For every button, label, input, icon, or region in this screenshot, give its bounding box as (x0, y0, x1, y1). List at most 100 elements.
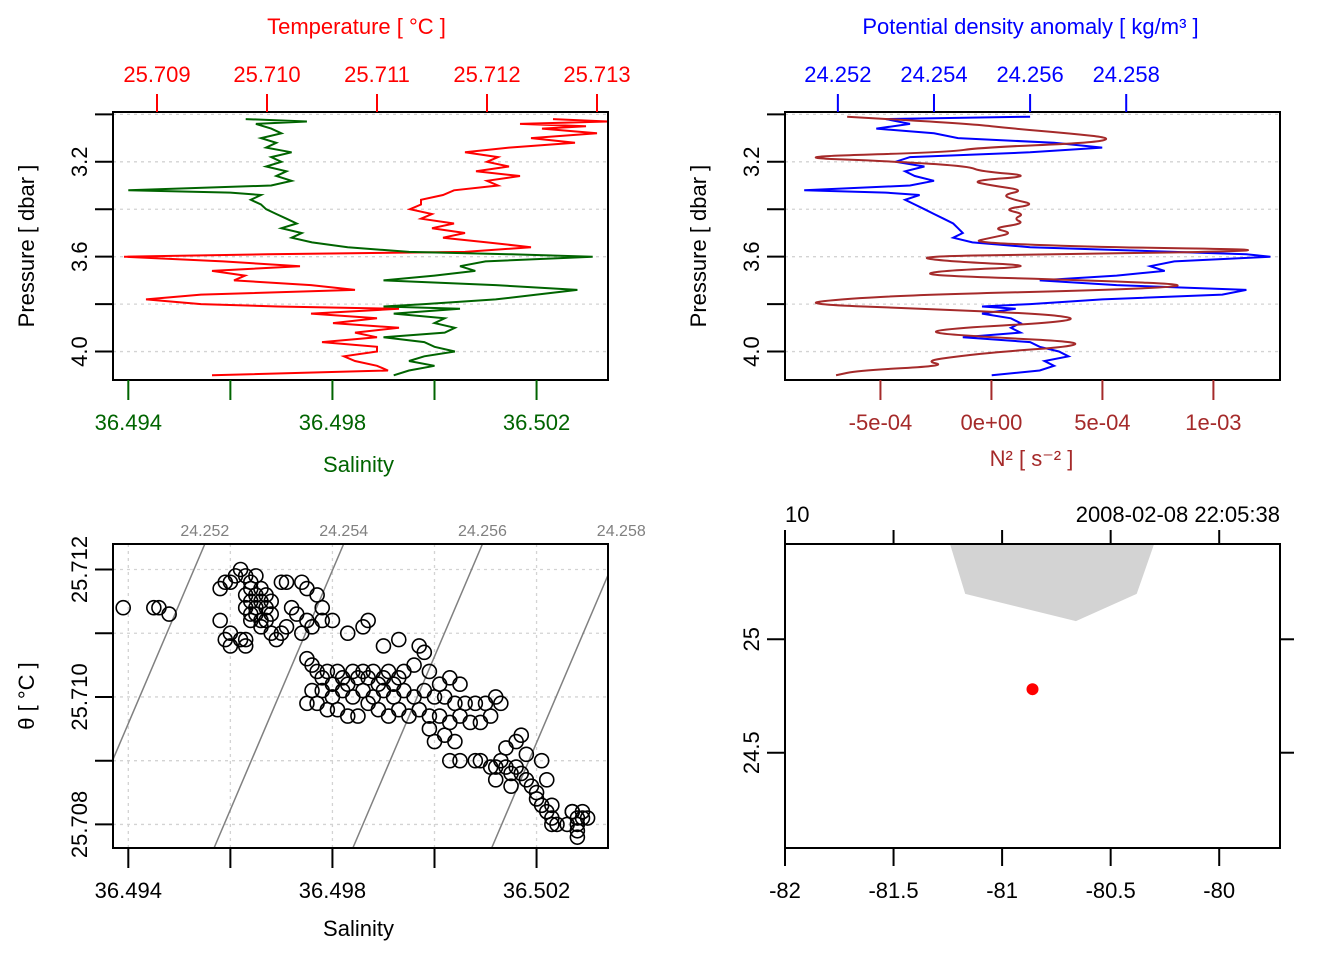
data-point (309, 695, 325, 712)
x-tick-label: 1e-03 (1185, 410, 1241, 435)
data-point (222, 638, 239, 654)
x-tick-label: 36.498 (299, 878, 366, 903)
x-tick-label: -5e-04 (849, 410, 913, 435)
data-point (329, 701, 346, 718)
data-point (436, 727, 453, 743)
data-point (421, 721, 438, 737)
data-point (467, 695, 484, 712)
data-point (390, 701, 407, 718)
x-top-tick-label: 25.709 (123, 62, 190, 87)
x-top-tick-label: 25.713 (563, 62, 630, 87)
data-point (462, 714, 479, 731)
data-point (237, 638, 254, 654)
n2-line (814, 115, 1249, 377)
x-top-tick-label: 24.252 (804, 62, 871, 87)
data-point (314, 682, 331, 699)
y-tick-label: 3.6 (67, 241, 92, 272)
x-tick-label: 36.498 (299, 410, 366, 435)
x-tick-label: 5e-04 (1074, 410, 1130, 435)
y-axis-title: θ [ °C ] (14, 662, 39, 729)
data-point (268, 631, 285, 648)
y-tick-label: 24.5 (739, 731, 764, 774)
isopycnal-line (352, 544, 484, 848)
x-tick-label: -80 (1203, 878, 1235, 903)
isopycnal-label: 24.254 (319, 523, 368, 540)
station-marker (1026, 683, 1039, 696)
data-point (549, 816, 565, 833)
data-point (452, 752, 468, 769)
data-point (421, 708, 438, 724)
x-axis-title: Salinity (323, 916, 394, 941)
data-point (406, 657, 422, 673)
isopycnal-label: 24.252 (180, 523, 229, 540)
x-axis-title: N² [ s⁻² ] (990, 446, 1074, 471)
data-point (574, 810, 591, 826)
data-point (533, 752, 550, 769)
density-line (804, 115, 1271, 377)
plot-frame (784, 111, 1281, 381)
data-point (396, 682, 412, 699)
data-point (339, 625, 356, 642)
x-tick-label: 36.494 (95, 878, 162, 903)
x-top-tick-label: 25.712 (453, 62, 520, 87)
x-top-tick-label: 25.710 (233, 62, 300, 87)
x-tick-label: -82 (769, 878, 801, 903)
data-point (115, 599, 132, 616)
data-point (161, 606, 177, 622)
data-point (442, 670, 458, 686)
data-point (452, 708, 468, 724)
top-axis-title: Temperature [ °C ] (267, 14, 446, 39)
isopycnal-line (213, 544, 345, 848)
data-point (324, 612, 341, 629)
panel-ts-diagram: 24.252 24.254 24.256 24.258 25.708 25.710 25.7… (14, 523, 646, 941)
top-axis-title: Potential density anomaly [ kg/m³ ] (862, 14, 1198, 39)
data-point (544, 797, 560, 814)
data-point (579, 810, 596, 826)
data-point (482, 708, 499, 724)
data-point (242, 612, 259, 629)
data-point (503, 778, 519, 794)
land-polygon (950, 544, 1155, 622)
data-point (411, 638, 427, 654)
y-tick-label: 3.2 (739, 147, 764, 178)
x-tick-label: -81 (986, 878, 1018, 903)
data-point (390, 631, 407, 648)
x-tick-label: 36.494 (95, 410, 162, 435)
data-point (370, 701, 387, 718)
y-axis-title: Pressure [ dbar ] (14, 165, 39, 328)
isopycnal-label: 24.258 (597, 523, 646, 540)
data-point (355, 682, 371, 699)
data-point (538, 772, 555, 788)
data-point (452, 676, 468, 693)
y-tick-label: 4.0 (67, 336, 92, 367)
data-point (477, 695, 494, 712)
temperature-line (123, 118, 609, 377)
data-point (278, 574, 295, 591)
station-id-label: 10 (785, 502, 809, 527)
x-tick-label: -81.5 (868, 878, 918, 903)
data-point (493, 695, 509, 712)
panel-location-map: 25 24.5 -82 -81.5 -81 -80.5 -80 10 2008-02-08 22… (739, 502, 1294, 903)
data-point (375, 638, 392, 654)
data-point (237, 631, 254, 648)
data-point (278, 619, 295, 635)
x-tick-label: -80.5 (1086, 878, 1136, 903)
x-axis-title: Salinity (323, 452, 394, 477)
y-tick-label: 25.708 (67, 791, 92, 858)
plot-frame (784, 543, 1281, 849)
station-time-label: 2008-02-08 22:05:38 (1076, 502, 1280, 527)
data-point (314, 599, 331, 616)
y-tick-label: 25 (739, 627, 764, 651)
data-point (212, 612, 228, 629)
data-point (299, 695, 315, 712)
data-point (339, 708, 356, 724)
x-tick-label: 36.502 (503, 410, 570, 435)
data-point (513, 727, 530, 743)
data-point (442, 752, 458, 769)
data-point (442, 714, 458, 731)
panel-profile-density: 3.2 3.6 4.0 24.252 24.254 24.256 24.258 -5e-04 0… (686, 14, 1281, 471)
data-point (544, 816, 560, 833)
x-tick-label: 0e+00 (961, 410, 1023, 435)
data-point (146, 599, 162, 616)
